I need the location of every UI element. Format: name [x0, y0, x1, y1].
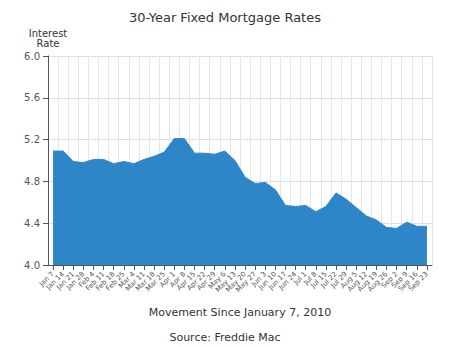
svg-text:Jul 29: Jul 29 [329, 270, 349, 290]
svg-text:4.4: 4.4 [24, 218, 40, 229]
svg-text:Interest: Interest [28, 27, 68, 39]
svg-text:Mar 11: Mar 11 [124, 270, 147, 293]
svg-text:Sep 9: Sep 9 [389, 270, 410, 290]
svg-text:Source: Freddie Mac: Source: Freddie Mac [169, 331, 280, 344]
svg-text:Jun 3: Jun 3 [250, 270, 269, 289]
svg-text:Jun 24: Jun 24 [277, 270, 299, 292]
svg-text:Sep 23: Sep 23 [407, 270, 430, 293]
svg-text:Mar 4: Mar 4 [117, 270, 137, 290]
svg-text:6.0: 6.0 [24, 51, 40, 62]
svg-text:Sep 2: Sep 2 [379, 270, 400, 290]
svg-text:Jun 10: Jun 10 [257, 270, 279, 292]
svg-text:4.0: 4.0 [24, 260, 40, 271]
svg-text:Apr 8: Apr 8 [168, 270, 188, 290]
svg-text:Aug 19: Aug 19 [356, 270, 380, 294]
svg-text:4.8: 4.8 [24, 176, 40, 187]
svg-text:30-Year Fixed Mortgage Rates: 30-Year Fixed Mortgage Rates [129, 10, 321, 25]
svg-text:May 27: May 27 [234, 270, 258, 294]
svg-text:Apr 22: Apr 22 [185, 270, 208, 293]
svg-text:Jul 8: Jul 8 [302, 270, 319, 287]
svg-text:5.6: 5.6 [24, 92, 40, 103]
svg-text:Feb 25: Feb 25 [104, 270, 127, 293]
svg-text:Jan 14: Jan 14 [44, 270, 66, 292]
svg-text:Apr 15: Apr 15 [175, 270, 198, 293]
svg-text:Aug 5: Aug 5 [339, 270, 359, 291]
svg-text:Sep 16: Sep 16 [396, 270, 420, 293]
svg-text:Aug 26: Aug 26 [366, 270, 390, 294]
svg-text:Movement Since January 7, 2010: Movement Since January 7, 2010 [149, 306, 331, 319]
svg-text:Rate: Rate [37, 38, 60, 49]
svg-text:May 20: May 20 [224, 270, 248, 294]
svg-text:Jul 15: Jul 15 [309, 270, 329, 290]
svg-text:Jan 28: Jan 28 [65, 270, 87, 292]
svg-text:Aug 12: Aug 12 [346, 270, 370, 294]
svg-text:Mar 18: Mar 18 [134, 270, 157, 293]
svg-text:Feb 18: Feb 18 [94, 270, 117, 293]
svg-text:Jul 1: Jul 1 [292, 270, 309, 287]
svg-text:May 6: May 6 [207, 270, 228, 291]
svg-text:Jun 17: Jun 17 [267, 270, 289, 292]
svg-text:Apr 29: Apr 29 [195, 270, 218, 293]
svg-text:Jan 7: Jan 7 [37, 270, 56, 289]
svg-text:Feb 4: Feb 4 [77, 270, 97, 290]
svg-text:5.2: 5.2 [24, 134, 40, 145]
svg-text:Jul 22: Jul 22 [319, 270, 339, 290]
svg-text:Mar 25: Mar 25 [144, 270, 167, 293]
svg-text:Apr 1: Apr 1 [158, 270, 178, 290]
svg-text:May 13: May 13 [214, 270, 238, 294]
svg-text:Feb 11: Feb 11 [84, 270, 107, 293]
svg-text:Jan 21: Jan 21 [55, 270, 77, 292]
